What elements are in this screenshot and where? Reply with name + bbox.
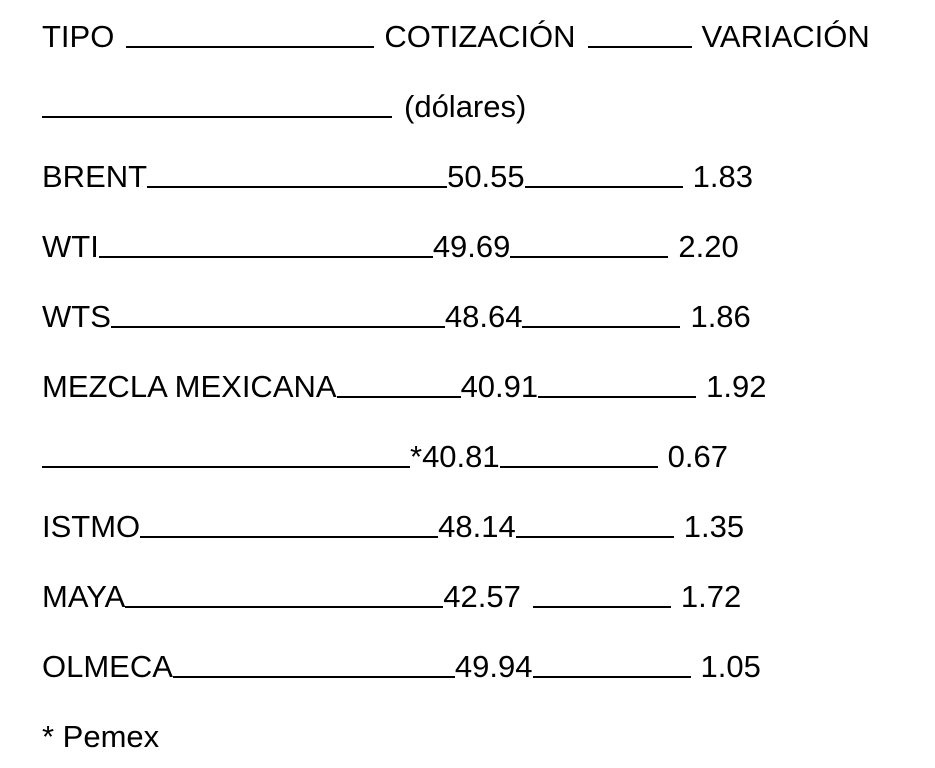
table-row: WTS 48.64 1.86: [42, 292, 751, 332]
row-rule: [336, 396, 461, 398]
header-rule: [126, 46, 375, 48]
row-tipo: OLMECA: [42, 649, 173, 684]
row-variacion: 2.20: [678, 229, 739, 264]
row-cotizacion: *40.81: [410, 439, 500, 474]
row-rule: [42, 466, 410, 468]
table-row: BRENT 50.55 1.83: [42, 152, 753, 192]
row-variacion: 1.72: [680, 579, 742, 614]
table-row: OLMECA 49.94 1.05: [42, 642, 761, 682]
table-row: MEZCLA MEXICANA 40.91 1.92: [42, 362, 766, 402]
row-rule: [510, 256, 669, 258]
footnote-row: * Pemex: [42, 712, 159, 752]
row-rule: [140, 536, 439, 538]
row-tipo: MAYA: [42, 579, 126, 614]
row-tipo: BRENT: [42, 159, 148, 194]
row-rule: [532, 606, 671, 608]
row-rule: [147, 186, 448, 188]
header-row: TIPO COTIZACIÓN VARIACIÓN: [42, 12, 870, 52]
row-variacion: 1.92: [706, 369, 767, 404]
row-cotizacion: 42.57: [443, 579, 521, 614]
row-rule: [499, 466, 658, 468]
row-rule: [125, 606, 444, 608]
row-cotizacion: 49.69: [432, 229, 511, 264]
row-variacion: 1.86: [690, 299, 751, 334]
row-rule: [98, 256, 433, 258]
row-rule: [538, 396, 697, 398]
unit-label: (dólares): [404, 89, 527, 124]
row-variacion: 1.83: [692, 159, 753, 194]
unit-rule: [42, 116, 392, 118]
row-tipo: ISTMO: [42, 509, 141, 544]
row-tipo: MEZCLA MEXICANA: [42, 369, 337, 404]
row-cotizacion: 48.64: [444, 299, 523, 334]
footnote: * Pemex: [42, 719, 160, 754]
row-cotizacion: 40.91: [460, 369, 539, 404]
row-rule: [524, 186, 683, 188]
header-cotizacion: COTIZACIÓN: [384, 19, 576, 54]
header-variacion: VARIACIÓN: [701, 19, 870, 54]
table-row: ISTMO 48.14 1.35: [42, 502, 744, 542]
row-cotizacion: 49.94: [454, 649, 533, 684]
header-tipo: TIPO: [42, 19, 115, 54]
row-rule: [110, 326, 445, 328]
row-variacion: 1.35: [683, 509, 745, 544]
row-variacion: 0.67: [667, 439, 728, 474]
row-rule: [522, 326, 681, 328]
row-cotizacion: 48.14: [438, 509, 516, 544]
header-rule: [587, 46, 692, 48]
row-rule: [532, 676, 691, 678]
unit-row: (dólares): [42, 82, 526, 122]
row-rule: [172, 676, 455, 678]
table-row: *40.81 0.67: [42, 432, 728, 472]
row-variacion: 1.05: [700, 649, 761, 684]
row-rule: [515, 536, 674, 538]
row-tipo: WTI: [42, 229, 99, 264]
row-tipo: WTS: [42, 299, 111, 334]
table-row: MAYA 42.57 1.72: [42, 572, 741, 612]
row-cotizacion: 50.55: [447, 159, 525, 194]
table-row: WTI 49.69 2.20: [42, 222, 739, 262]
